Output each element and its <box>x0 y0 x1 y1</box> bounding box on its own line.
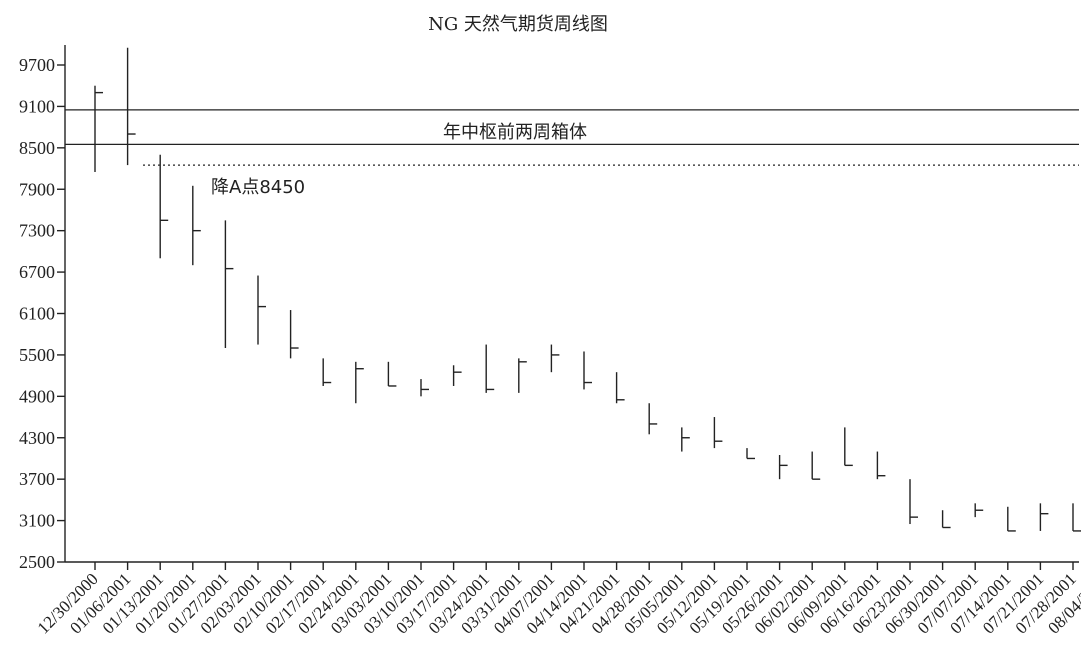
y-tick-label: 9100 <box>19 96 55 116</box>
price-bar <box>1072 503 1081 532</box>
price-bar <box>420 379 429 397</box>
price-bar <box>289 310 299 359</box>
y-tick-label: 7300 <box>19 221 55 241</box>
price-bar <box>746 448 755 460</box>
y-tick-label: 9700 <box>19 55 55 75</box>
price-bar <box>1039 503 1049 531</box>
y-tick-label: 2500 <box>19 552 55 572</box>
y-tick-label: 3100 <box>19 511 55 531</box>
price-bar <box>778 455 788 480</box>
price-bar <box>452 365 462 386</box>
price-bar <box>941 510 951 529</box>
price-bar <box>257 275 266 345</box>
price-bar <box>876 451 886 480</box>
price-bar <box>94 85 103 172</box>
price-bars <box>94 47 1081 532</box>
price-bar <box>844 427 853 467</box>
y-tick-label: 3700 <box>19 469 55 489</box>
price-bar <box>811 451 821 480</box>
y-tick-label: 5500 <box>19 345 55 365</box>
price-bar <box>681 427 690 452</box>
y-tick-label: 6700 <box>19 262 55 282</box>
point-a-annotation: 降A点8450 <box>211 177 305 198</box>
price-bar <box>583 351 592 390</box>
y-tick-label: 4300 <box>19 428 55 448</box>
price-bar <box>192 185 201 266</box>
price-bar <box>355 361 364 404</box>
price-bar <box>974 503 984 518</box>
price-bar <box>387 361 397 387</box>
y-tick-label: 7900 <box>19 179 55 199</box>
y-tick-label: 8500 <box>19 138 55 158</box>
price-bar <box>224 220 234 349</box>
price-bar <box>648 403 658 435</box>
price-bar <box>485 344 495 393</box>
chart-title: NG 天然气期货周线图 <box>428 14 608 35</box>
price-bar <box>909 479 918 525</box>
price-bar <box>713 417 723 449</box>
y-tick-label: 6100 <box>19 304 55 324</box>
price-bar <box>126 47 136 166</box>
box-annotation: 年中枢前两周箱体 <box>443 122 587 143</box>
price-bar <box>615 372 625 404</box>
price-bar <box>518 358 527 393</box>
price-bar <box>159 154 169 259</box>
price-bar <box>1007 506 1016 532</box>
reference-lines <box>65 109 1079 166</box>
price-bar <box>550 344 560 373</box>
y-tick-label: 4900 <box>19 386 55 406</box>
price-bar <box>322 358 332 386</box>
